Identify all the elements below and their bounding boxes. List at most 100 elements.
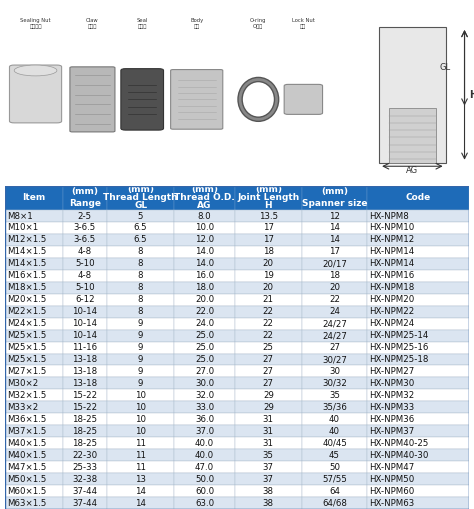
Bar xyxy=(63,222,107,234)
Text: 6-12: 6-12 xyxy=(75,295,95,304)
Bar xyxy=(302,294,367,306)
Text: (mm): (mm) xyxy=(255,185,282,194)
Text: 11: 11 xyxy=(135,450,146,460)
Text: HX-NPM63: HX-NPM63 xyxy=(369,498,415,507)
Bar xyxy=(174,246,235,258)
Bar xyxy=(367,365,469,378)
Text: M33×2: M33×2 xyxy=(7,403,38,412)
Text: HX-NPM20: HX-NPM20 xyxy=(369,295,415,304)
Text: 14: 14 xyxy=(329,236,340,244)
Text: 13-18: 13-18 xyxy=(73,355,98,364)
Bar xyxy=(367,342,469,354)
Text: HX-NPM30: HX-NPM30 xyxy=(369,379,415,388)
Bar xyxy=(174,222,235,234)
Text: HX-NPM10: HX-NPM10 xyxy=(369,223,415,233)
Bar xyxy=(235,186,302,210)
Bar xyxy=(63,437,107,449)
Text: M25×1.5: M25×1.5 xyxy=(7,355,46,364)
Ellipse shape xyxy=(14,65,57,76)
Text: 18-25: 18-25 xyxy=(73,439,98,448)
Text: 20: 20 xyxy=(263,284,274,292)
Text: Sealing Nut
压紧螺帽: Sealing Nut 压紧螺帽 xyxy=(20,18,51,29)
Text: HX-NPM60: HX-NPM60 xyxy=(369,487,415,496)
Bar xyxy=(174,426,235,437)
Bar xyxy=(174,402,235,413)
Text: 50.0: 50.0 xyxy=(195,474,214,484)
Bar xyxy=(5,258,63,270)
Text: 4-8: 4-8 xyxy=(78,271,92,280)
Bar xyxy=(367,461,469,473)
Text: H: H xyxy=(264,202,272,211)
Bar xyxy=(367,210,469,222)
Bar xyxy=(107,318,174,330)
Bar xyxy=(367,186,469,210)
Bar xyxy=(5,449,63,461)
Bar xyxy=(174,282,235,294)
Text: 13-18: 13-18 xyxy=(73,367,98,376)
Bar xyxy=(302,210,367,222)
Bar xyxy=(5,294,63,306)
Bar xyxy=(5,473,63,485)
Bar xyxy=(63,306,107,318)
Text: 40.0: 40.0 xyxy=(195,439,214,448)
Bar xyxy=(302,186,367,210)
Text: 10: 10 xyxy=(135,391,146,400)
Bar xyxy=(63,449,107,461)
Text: 15-22: 15-22 xyxy=(73,391,98,400)
Bar xyxy=(5,246,63,258)
Text: 36.0: 36.0 xyxy=(195,415,214,424)
Bar xyxy=(107,234,174,246)
Text: 40/45: 40/45 xyxy=(322,439,347,448)
Text: Lock Nut
锁母: Lock Nut 锁母 xyxy=(292,18,315,29)
Bar xyxy=(107,306,174,318)
Text: 35: 35 xyxy=(329,391,340,400)
Bar xyxy=(302,330,367,342)
Bar xyxy=(174,234,235,246)
Text: 8: 8 xyxy=(138,260,143,268)
Bar xyxy=(5,497,63,509)
Text: M14×1.5: M14×1.5 xyxy=(7,247,46,257)
Text: 10: 10 xyxy=(135,403,146,412)
Bar xyxy=(235,246,302,258)
Text: M22×1.5: M22×1.5 xyxy=(7,307,46,316)
Bar xyxy=(367,378,469,389)
Text: 30.0: 30.0 xyxy=(195,379,214,388)
Bar xyxy=(174,485,235,497)
Bar xyxy=(367,258,469,270)
Text: HX-NPM33: HX-NPM33 xyxy=(369,403,415,412)
Text: 8: 8 xyxy=(138,271,143,280)
Text: 5-10: 5-10 xyxy=(75,260,95,268)
Text: 38: 38 xyxy=(263,487,274,496)
Text: 22.0: 22.0 xyxy=(195,307,214,316)
Text: 63.0: 63.0 xyxy=(195,498,214,507)
Text: 32.0: 32.0 xyxy=(195,391,214,400)
Bar xyxy=(235,270,302,282)
Bar xyxy=(174,330,235,342)
Text: Range: Range xyxy=(69,200,101,209)
Text: HX-NPM14: HX-NPM14 xyxy=(369,247,415,257)
Text: (mm): (mm) xyxy=(127,185,154,194)
FancyBboxPatch shape xyxy=(284,84,322,115)
Bar xyxy=(63,294,107,306)
Text: 22-30: 22-30 xyxy=(73,450,98,460)
Text: 11-16: 11-16 xyxy=(73,343,98,352)
Bar xyxy=(174,306,235,318)
Text: HX-NPM18: HX-NPM18 xyxy=(369,284,415,292)
Text: 30: 30 xyxy=(329,367,340,376)
Bar xyxy=(5,318,63,330)
Text: 20/17: 20/17 xyxy=(322,260,347,268)
Bar xyxy=(63,246,107,258)
Text: HX-NPM25-14: HX-NPM25-14 xyxy=(369,331,429,340)
Text: M10×1: M10×1 xyxy=(7,223,38,233)
Bar xyxy=(107,413,174,426)
Text: 37: 37 xyxy=(263,463,274,472)
Text: M16×1.5: M16×1.5 xyxy=(7,271,46,280)
Text: 29: 29 xyxy=(263,403,274,412)
Bar xyxy=(107,294,174,306)
Bar xyxy=(63,389,107,402)
Text: HX-NPM25-18: HX-NPM25-18 xyxy=(369,355,429,364)
Bar xyxy=(302,497,367,509)
Bar xyxy=(107,378,174,389)
Bar xyxy=(63,365,107,378)
Text: 45: 45 xyxy=(329,450,340,460)
